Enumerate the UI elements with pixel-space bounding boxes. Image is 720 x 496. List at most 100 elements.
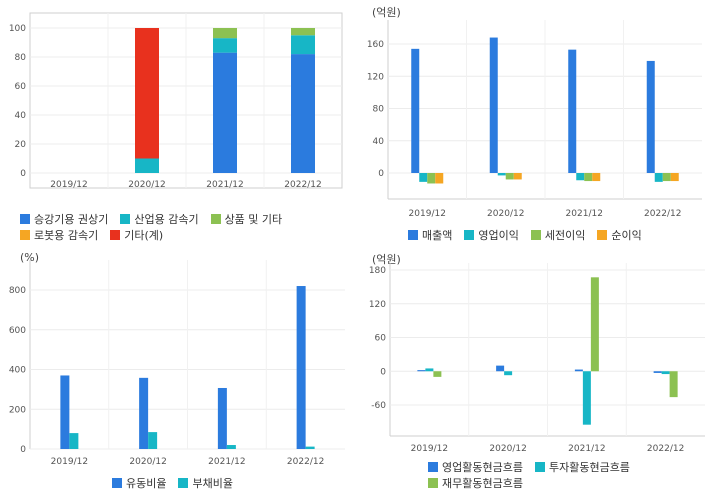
legend-label: 산업용 감속기: [134, 213, 199, 226]
chart-panel-3: (%) 0 200 400 600 800 2019/12 2020/12 2021/12 20…: [0, 248, 360, 496]
bar: [217, 387, 227, 449]
legend-item: 재무활동현금흐름: [428, 476, 523, 492]
y-tick-label: 80: [15, 53, 27, 63]
legend-swatch: [428, 462, 438, 472]
bar: [296, 286, 306, 449]
legend-swatch: [20, 214, 30, 224]
y-tick-label: 100: [9, 24, 26, 34]
legend-row: 유동비율 부채비율: [112, 476, 352, 492]
legend-label: 부채비율: [192, 477, 233, 490]
y-tick-label: -60: [371, 401, 386, 411]
unit-label: (%): [20, 251, 40, 264]
x-tick-label: 2022/12: [287, 457, 324, 467]
y-tick-label: 400: [9, 366, 26, 376]
bar: [213, 52, 237, 173]
y-tick-label: 180: [369, 266, 386, 276]
bar: [504, 371, 513, 376]
bar: [576, 173, 585, 181]
x-tick-label: 2021/12: [208, 457, 245, 467]
bar: [417, 370, 426, 372]
stacked-bar-chart: 0 20 40 60 80 100 2019/12 2020/12 2021/12 2022/12: [9, 12, 343, 190]
legend-2: 매출액 영업이익 세전이익 순이익: [408, 228, 718, 244]
bar: [291, 28, 315, 36]
y-tick-label: 600: [9, 326, 26, 336]
x-tick-label: 2021/12: [566, 209, 603, 219]
bar: [135, 158, 159, 173]
x-tick-label: 2021/12: [206, 180, 243, 190]
legend-label: 매출액: [422, 229, 453, 242]
legend-swatch: [428, 478, 438, 488]
legend-swatch: [597, 230, 608, 240]
legend-row: 재무활동현금흐름: [428, 476, 708, 492]
bar: [433, 371, 442, 377]
y-tick-label: 120: [369, 300, 386, 310]
bar: [505, 173, 514, 180]
legend-swatch: [408, 230, 418, 240]
bar: [419, 173, 428, 182]
y-tick-label: 200: [9, 405, 26, 415]
y-tick-label: 0: [20, 169, 26, 179]
legend-row: 승강기용 권상기 산업용 감속기 상품 및 기타: [20, 212, 350, 228]
bar: [213, 28, 237, 39]
bar: [661, 371, 670, 375]
chart-panel-4: (억원) 180 120 60 0 -60 2019/12 2020/12 2021/12 20…: [360, 248, 720, 496]
bar: [291, 35, 315, 55]
x-tick-label: 2020/12: [129, 457, 166, 467]
bar-chart: 0 40 80 120 160 2019/12 2020/12 2021/12 2022/12: [367, 20, 702, 219]
unit-label: (억원): [372, 253, 401, 266]
legend-label: 영업활동현금흐름: [442, 461, 523, 474]
y-tick-label: 20: [15, 140, 27, 150]
legend-item: 영업활동현금흐름: [428, 460, 523, 476]
y-tick-label: 60: [15, 82, 27, 92]
bar: [139, 377, 149, 449]
bar: [662, 173, 671, 182]
legend-swatch: [210, 214, 221, 224]
legend-label: 영업이익: [478, 229, 519, 242]
legend-label: 상품 및 기타: [224, 213, 283, 226]
legend-item: 상품 및 기타: [210, 212, 283, 228]
bar: [435, 173, 444, 184]
bar: [148, 432, 158, 449]
chart-panel-1: 0 20 40 60 80 100 2019/12 2020/12 2021/12 2022/12…: [0, 0, 360, 248]
bar: [411, 48, 420, 173]
legend-item: 매출액: [408, 228, 452, 244]
legend-item: 영업이익: [464, 228, 519, 244]
x-tick-label: 2022/12: [644, 209, 681, 219]
legend-item: 투자활동현금흐름: [534, 460, 630, 476]
x-tick-label: 2020/12: [489, 444, 526, 454]
bar: [584, 173, 593, 182]
bar: [590, 277, 599, 372]
bar: [568, 49, 577, 173]
bar: [213, 38, 237, 53]
y-tick-label: 60: [375, 334, 387, 344]
y-tick-label: 0: [378, 169, 384, 179]
legend-label: 순이익: [611, 229, 642, 242]
x-tick-label: 2019/12: [50, 180, 87, 190]
legend-3: 유동비율 부채비율: [112, 476, 352, 492]
unit-label: (억원): [372, 6, 401, 19]
legend-item: 세전이익: [530, 228, 585, 244]
bar: [574, 369, 583, 372]
legend-label: 재무활동현금흐름: [442, 477, 523, 490]
legend-swatch: [110, 230, 121, 240]
bar: [670, 173, 679, 182]
bar: [497, 173, 506, 176]
legend-item: 승강기용 권상기: [20, 212, 108, 228]
legend-label: 승강기용 권상기: [34, 213, 109, 226]
y-tick-label: 120: [367, 72, 384, 82]
bar: [305, 446, 315, 449]
y-tick-label: 40: [373, 137, 385, 147]
legend-label: 유동비율: [126, 477, 167, 490]
bar: [60, 375, 70, 449]
x-tick-label: 2019/12: [409, 209, 446, 219]
legend-row: 로봇용 감속기 기타(계): [20, 228, 350, 244]
legend-swatch: [120, 214, 131, 224]
x-tick-label: 2020/12: [487, 209, 524, 219]
x-tick-label: 2022/12: [284, 180, 321, 190]
legend-item: 유동비율: [112, 476, 166, 492]
legend-swatch: [534, 462, 545, 472]
chart-panel-2: (억원) 0 40 80 120 160 2019/12 2020/12 2021/12 202…: [360, 0, 720, 248]
bar: [425, 368, 434, 372]
bar-chart: 0 200 400 600 800 2019/12 2020/12 2021/12 2022/1…: [9, 260, 345, 467]
